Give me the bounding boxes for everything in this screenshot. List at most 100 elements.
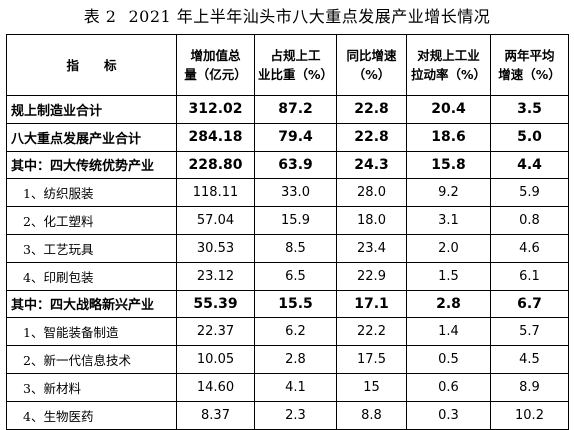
table-body: 规上制造业合计 312.02 87.2 22.8 20.4 3.5 八大重点发展… — [6, 95, 569, 430]
header-yoy-growth-line1: 同比增速 — [346, 48, 397, 63]
cell-share: 6.5 — [254, 261, 337, 291]
table-title-text: 2021 年上半年汕头市八大重点发展产业增长情况 — [128, 7, 491, 26]
cell-yoy-growth: 28.0 — [336, 178, 407, 208]
cell-value-added: 22.37 — [176, 317, 255, 347]
header-share-line2: 业比重（%） — [257, 67, 334, 82]
cell-share: 4.1 — [254, 372, 337, 402]
table-row-chemical-plastics: 2、化工塑料 57.04 15.9 18.0 3.1 0.8 — [6, 206, 569, 235]
row-label: 3、工艺玩具 — [6, 233, 177, 263]
cell-share: 15.5 — [254, 289, 337, 319]
cell-value-added: 228.80 — [176, 150, 255, 180]
cell-yoy-growth: 24.3 — [336, 150, 407, 180]
cell-two-year-avg: 4.6 — [490, 233, 569, 263]
cell-value-added: 10.05 — [176, 345, 255, 374]
row-label: 2、化工塑料 — [6, 206, 177, 235]
header-share-line1: 占规上工 — [270, 48, 321, 63]
cell-yoy-growth: 17.1 — [336, 289, 407, 319]
cell-two-year-avg: 4.4 — [490, 150, 569, 180]
cell-value-added: 57.04 — [176, 206, 255, 235]
table-row-traditional-industries: 其中：四大传统优势产业 228.80 63.9 24.3 15.8 4.4 — [6, 150, 569, 180]
cell-pull-rate: 0.5 — [406, 345, 491, 374]
cell-yoy-growth: 18.0 — [336, 206, 407, 235]
header-pull-rate-line2: 拉动率（%） — [410, 67, 487, 82]
cell-share: 2.8 — [254, 345, 337, 374]
row-label: 4、生物医药 — [6, 400, 177, 430]
cell-share: 6.2 — [254, 317, 337, 347]
header-indicator-text: 指 标 — [66, 57, 117, 73]
cell-two-year-avg: 4.5 — [490, 345, 569, 374]
cell-pull-rate: 15.8 — [406, 150, 491, 180]
table-row-new-materials: 3、新材料 14.60 4.1 15 0.6 8.9 — [6, 372, 569, 402]
cell-pull-rate: 20.4 — [406, 95, 491, 124]
table-row-emerging-industries: 其中：四大战略新兴产业 55.39 15.5 17.1 2.8 6.7 — [6, 289, 569, 319]
cell-yoy-growth: 22.2 — [336, 317, 407, 347]
cell-pull-rate: 2.0 — [406, 233, 491, 263]
header-value-added: 增加值总 量（亿元） — [176, 34, 255, 96]
row-label: 其中：四大传统优势产业 — [6, 150, 177, 180]
cell-yoy-growth: 15 — [336, 372, 407, 402]
cell-value-added: 118.11 — [176, 178, 255, 208]
table-row-smart-equipment: 1、智能装备制造 22.37 6.2 22.2 1.4 5.7 — [6, 317, 569, 347]
table-title: 表 2 2021 年上半年汕头市八大重点发展产业增长情况 — [0, 4, 574, 30]
cell-two-year-avg: 8.9 — [490, 372, 569, 402]
cell-yoy-growth: 22.8 — [336, 95, 407, 124]
table-header: 指 标 增加值总 量（亿元） 占规上工 业比重（%） 同比增速 （%） 对规上工… — [6, 34, 569, 96]
row-label: 2、新一代信息技术 — [6, 345, 177, 374]
table-number: 表 2 — [83, 7, 117, 26]
cell-pull-rate: 0.3 — [406, 400, 491, 430]
cell-pull-rate: 18.6 — [406, 122, 491, 152]
header-two-year-avg-line2: 增速（%） — [498, 67, 561, 82]
row-label: 3、新材料 — [6, 372, 177, 402]
header-value-added-line2: 量（亿元） — [184, 67, 247, 82]
header-two-year-avg-line1: 两年平均 — [504, 48, 555, 63]
header-yoy-growth: 同比增速 （%） — [336, 34, 407, 96]
cell-value-added: 55.39 — [176, 289, 255, 319]
cell-share: 8.5 — [254, 233, 337, 263]
row-label: 1、纺织服装 — [6, 178, 177, 208]
row-label: 八大重点发展产业合计 — [6, 122, 177, 152]
table-row-manufacturing-total: 规上制造业合计 312.02 87.2 22.8 20.4 3.5 — [6, 95, 569, 124]
table-row-info-tech: 2、新一代信息技术 10.05 2.8 17.5 0.5 4.5 — [6, 345, 569, 374]
cell-yoy-growth: 17.5 — [336, 345, 407, 374]
header-indicator: 指 标 — [6, 34, 177, 96]
table-row-textile: 1、纺织服装 118.11 33.0 28.0 9.2 5.9 — [6, 178, 569, 208]
cell-pull-rate: 1.4 — [406, 317, 491, 347]
cell-two-year-avg: 5.9 — [490, 178, 569, 208]
cell-value-added: 312.02 — [176, 95, 255, 124]
cell-value-added: 30.53 — [176, 233, 255, 263]
cell-yoy-growth: 23.4 — [336, 233, 407, 263]
cell-value-added: 23.12 — [176, 261, 255, 291]
cell-yoy-growth: 22.9 — [336, 261, 407, 291]
header-pull-rate-line1: 对规上工业 — [417, 48, 480, 63]
cell-pull-rate: 9.2 — [406, 178, 491, 208]
cell-share: 33.0 — [254, 178, 337, 208]
cell-share: 15.9 — [254, 206, 337, 235]
row-label: 1、智能装备制造 — [6, 317, 177, 347]
header-row: 指 标 增加值总 量（亿元） 占规上工 业比重（%） 同比增速 （%） 对规上工… — [6, 34, 569, 96]
table-row-printing-packaging: 4、印刷包装 23.12 6.5 22.9 1.5 6.1 — [6, 261, 569, 291]
table-row-crafts-toys: 3、工艺玩具 30.53 8.5 23.4 2.0 4.6 — [6, 233, 569, 263]
cell-value-added: 8.37 — [176, 400, 255, 430]
table-row-biomedicine: 4、生物医药 8.37 2.3 8.8 0.3 10.2 — [6, 400, 569, 430]
cell-share: 87.2 — [254, 95, 337, 124]
cell-share: 79.4 — [254, 122, 337, 152]
row-label: 其中：四大战略新兴产业 — [6, 289, 177, 319]
cell-pull-rate: 0.6 — [406, 372, 491, 402]
row-label: 4、印刷包装 — [6, 261, 177, 291]
header-pull-rate: 对规上工业 拉动率（%） — [406, 34, 491, 96]
cell-pull-rate: 1.5 — [406, 261, 491, 291]
cell-two-year-avg: 3.5 — [490, 95, 569, 124]
cell-two-year-avg: 0.8 — [490, 206, 569, 235]
header-share: 占规上工 业比重（%） — [254, 34, 337, 96]
cell-value-added: 14.60 — [176, 372, 255, 402]
cell-two-year-avg: 5.0 — [490, 122, 569, 152]
table-row-eight-industries-total: 八大重点发展产业合计 284.18 79.4 22.8 18.6 5.0 — [6, 122, 569, 152]
cell-two-year-avg: 6.7 — [490, 289, 569, 319]
cell-pull-rate: 2.8 — [406, 289, 491, 319]
cell-share: 63.9 — [254, 150, 337, 180]
header-two-year-avg: 两年平均 增速（%） — [490, 34, 569, 96]
header-yoy-growth-line2: （%） — [352, 67, 391, 82]
cell-two-year-avg: 6.1 — [490, 261, 569, 291]
cell-share: 2.3 — [254, 400, 337, 430]
cell-yoy-growth: 8.8 — [336, 400, 407, 430]
